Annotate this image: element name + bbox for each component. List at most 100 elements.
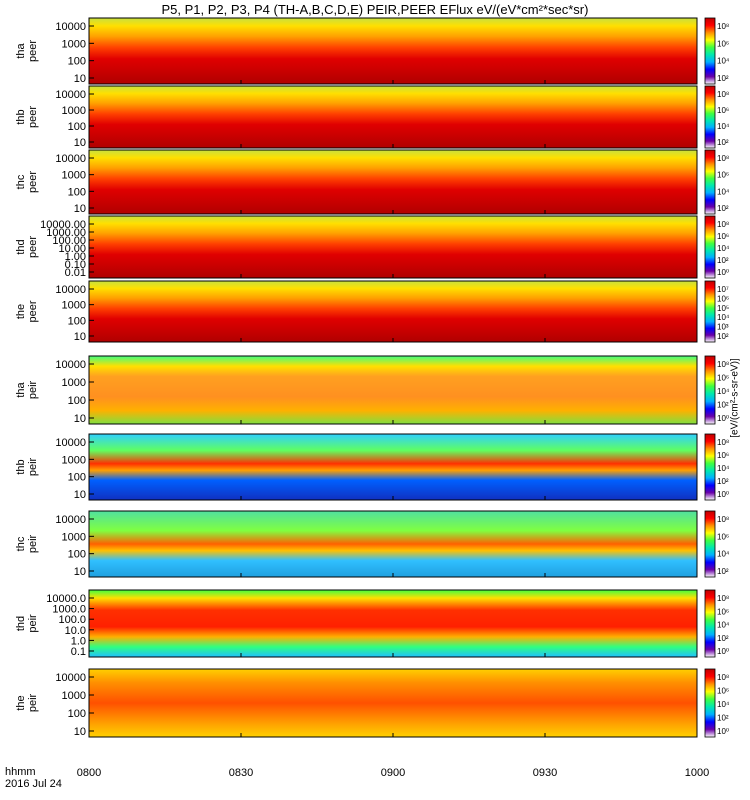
spectrogram-thb-peer	[89, 86, 697, 148]
spectrogram-thd-peer	[89, 216, 697, 278]
y-tick-label: 10	[74, 726, 86, 738]
y-tick-label: 10	[74, 137, 86, 149]
colorbar-tick-label: 10²	[717, 567, 729, 576]
spectrogram-thd-peir	[89, 590, 697, 657]
x-tick-label: 0930	[533, 767, 557, 779]
colorbar-tick-label: 10²	[717, 477, 729, 486]
colorbar-tick-label: 10⁶	[717, 374, 729, 383]
y-tick-label: 10000	[55, 153, 86, 165]
y-axis-label: peir	[27, 614, 39, 633]
colorbar-tick-label: 10⁸	[717, 515, 729, 524]
colorbar-tick-label: 10²	[717, 714, 729, 723]
y-tick-label: 0.10	[65, 259, 86, 271]
y-tick-label: 100	[68, 315, 86, 327]
y-tick-label: 10	[74, 331, 86, 343]
colorbar-tick-label: 10⁴	[717, 122, 730, 131]
colorbar-tick-label: 10⁰	[717, 727, 729, 736]
y-axis-label: thc	[15, 174, 27, 189]
y-tick-label: 10.00	[58, 243, 86, 255]
time-axis-caption: hhmm 2016 Jul 24	[5, 766, 62, 790]
y-axis-label: peer	[27, 106, 39, 128]
y-tick-label: 10000	[55, 21, 86, 33]
colorbar-tick-label: 10²	[717, 401, 729, 410]
colorbar-tick-label: 10⁸	[717, 438, 729, 447]
y-axis-label: peer	[27, 300, 39, 322]
colorbar-tick-label: 10⁷	[717, 285, 729, 294]
colorbar-tick-label: 10⁶	[717, 171, 729, 180]
colorbar-tick-label: 10²	[717, 138, 729, 147]
y-tick-label: 10000	[55, 89, 86, 101]
y-axis-label: thb	[15, 459, 27, 474]
y-tick-label: 1000	[62, 170, 86, 182]
colorbar-tick-label: 10⁶	[717, 607, 729, 616]
y-axis-label: peer	[27, 236, 39, 258]
y-tick-label: 10	[74, 489, 86, 501]
colorbar-tick-label: 10⁴	[717, 57, 730, 66]
colorbar-tick-label: 10⁸	[717, 22, 729, 31]
y-tick-label: 100.0	[58, 614, 86, 626]
y-tick-label: 100	[68, 472, 86, 484]
y-tick-label: 1000	[62, 690, 86, 702]
colorbar-tick-label: 10²	[717, 74, 729, 83]
colorbar-tick-label: 10⁴	[717, 550, 730, 559]
y-tick-label: 0.01	[65, 267, 86, 279]
y-tick-label: 10.0	[65, 625, 86, 637]
spectrogram-thc-peir	[89, 511, 697, 577]
x-tick-label: 0900	[381, 767, 405, 779]
colorbar-tick-label: 10⁰	[717, 647, 729, 656]
date-label: 2016 Jul 24	[5, 778, 62, 790]
y-tick-label: 100	[68, 56, 86, 68]
y-tick-label: 10000	[55, 437, 86, 449]
y-tick-label: 10000	[55, 284, 86, 296]
colorbar	[704, 668, 716, 738]
colorbar-tick-label: 10⁸	[717, 220, 729, 229]
colorbar-tick-label: 10²	[717, 256, 729, 265]
colorbar	[704, 85, 716, 149]
colorbar-tick-label: 10⁰	[717, 268, 729, 277]
time-format-label: hhmm	[5, 766, 36, 778]
y-tick-label: 100	[68, 121, 86, 133]
y-axis-label: thd	[15, 239, 27, 254]
y-tick-label: 1000	[62, 454, 86, 466]
y-axis-label: thd	[15, 616, 27, 631]
spectrogram-tha-peir	[89, 356, 697, 424]
y-axis-label: peir	[27, 693, 39, 712]
y-axis-label: the	[15, 695, 27, 710]
y-tick-label: 1000.0	[52, 604, 86, 616]
y-tick-label: 1000	[62, 38, 86, 50]
y-tick-label: 1000	[62, 531, 86, 543]
x-tick-label: 0800	[77, 767, 101, 779]
y-tick-label: 100.00	[52, 235, 86, 247]
colorbar	[704, 280, 716, 343]
colorbar-tick-label: 10⁸	[717, 90, 729, 99]
y-tick-label: 10000	[55, 359, 86, 371]
colorbar-tick-label: 10⁰	[717, 414, 729, 423]
x-tick-label: 0830	[229, 767, 253, 779]
colorbar-tick-label: 10⁶	[717, 687, 729, 696]
colorbar-tick-label: 10⁶	[717, 39, 729, 48]
y-axis-label: peer	[27, 171, 39, 193]
colorbar-tick-label: 10⁴	[717, 187, 730, 196]
colorbar-tick-label: 10⁶	[717, 451, 729, 460]
colorbar-tick-label: 10⁴	[717, 244, 730, 253]
y-axis-label: the	[15, 304, 27, 319]
y-tick-label: 10000.00	[40, 219, 86, 231]
y-tick-label: 100	[68, 549, 86, 561]
colorbar	[704, 215, 716, 279]
colorbar-tick-label: 10²	[717, 634, 729, 643]
y-tick-label: 10	[74, 73, 86, 85]
y-axis-label: tha	[15, 42, 27, 58]
y-tick-label: 0.1	[71, 646, 86, 658]
colorbar-tick-label: 10⁸	[717, 154, 729, 163]
y-tick-label: 10	[74, 566, 86, 578]
colorbar	[704, 355, 716, 425]
y-tick-label: 10000	[55, 672, 86, 684]
y-tick-label: 10	[74, 203, 86, 215]
colorbar-tick-label: 10⁴	[717, 464, 730, 473]
colorbar-tick-label: 10⁶	[717, 532, 729, 541]
y-axis-label: thc	[15, 536, 27, 551]
y-axis-label: peir	[27, 380, 39, 399]
colorbar-tick-label: 10⁸	[717, 360, 729, 369]
y-tick-label: 100	[68, 395, 86, 407]
y-tick-label: 1000	[62, 377, 86, 389]
